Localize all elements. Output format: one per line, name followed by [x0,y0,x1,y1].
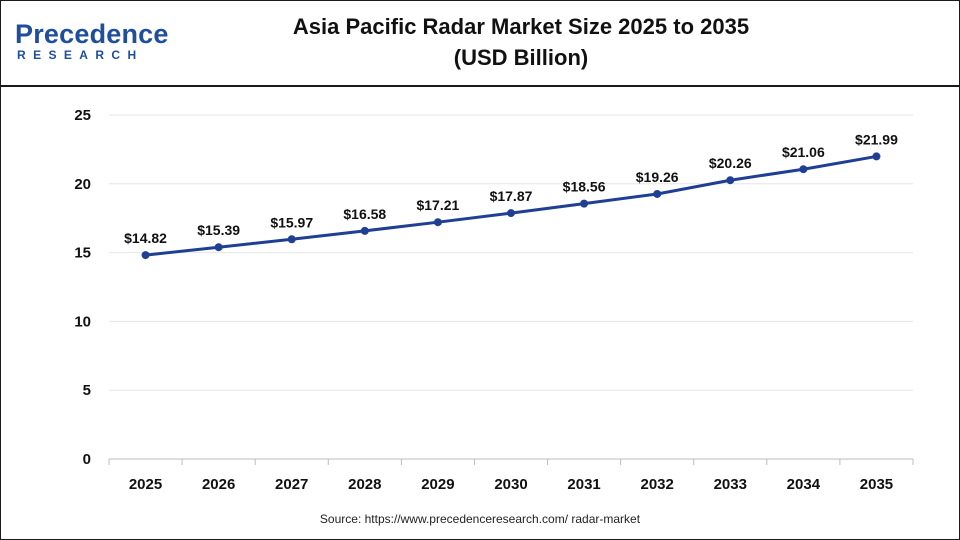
data-point [141,251,150,260]
x-tick-label: 2034 [787,476,821,493]
series-polyline [145,154,877,257]
brand-sub: RESEARCH [17,48,144,62]
brand-logo: Precedence RESEARCH [15,19,168,67]
brand-name: Precedence [15,19,169,49]
y-tick-label: 25 [74,107,91,124]
series-line [145,154,877,257]
data-label: $21.06 [782,144,825,160]
y-tick-label: 10 [74,313,91,330]
data-label: $15.97 [270,214,313,230]
x-tick-label: 2030 [494,476,527,493]
data-point [799,165,808,174]
data-point [360,226,369,235]
x-tick-label: 2031 [567,476,600,493]
data-label: $20.26 [709,155,752,171]
x-tick-label: 2032 [640,476,673,493]
data-label: $14.82 [124,230,167,246]
data-point [653,189,662,198]
x-tick-label: 2027 [275,476,308,493]
x-tick-label: 2035 [860,476,893,493]
data-labels: $14.82 $15.39 $15.97 $16.58 $17.21 $17.87 $18.… [124,131,898,246]
y-tick-label: 0 [83,451,91,468]
data-point [433,218,442,227]
data-point [580,199,589,208]
x-tick-label: 2029 [421,476,454,493]
data-points [141,152,881,260]
x-tick-label: 2026 [202,476,235,493]
data-point [214,243,223,252]
y-tick-label: 5 [83,382,91,399]
chart-title: Asia Pacific Radar Market Size 2025 to 2… [231,11,811,73]
x-tick-label: 2033 [714,476,747,493]
data-label: $16.58 [343,206,386,222]
data-point [872,152,881,161]
y-axis: 0 5 10 15 20 25 [74,107,91,468]
header: Precedence RESEARCH Asia Pacific Radar M… [1,1,959,87]
data-label: $15.39 [197,222,240,238]
data-label: $17.21 [416,197,459,213]
data-label: $21.99 [855,131,898,147]
x-axis: 2025 2026 2027 2028 2029 2030 2031 2032 2033 2034… [108,458,914,493]
x-tick-label: 2028 [348,476,381,493]
chart-title-line1: Asia Pacific Radar Market Size 2025 to 2… [292,14,750,39]
data-label: $18.56 [563,179,606,195]
source-note: Source: https://www.precedenceresearch.c… [319,512,641,526]
y-tick-label: 20 [74,176,91,193]
y-tick-label: 15 [74,245,91,262]
data-point [726,176,735,185]
data-point [507,209,515,218]
grid-lines [109,114,913,391]
data-label: $17.87 [490,188,533,204]
x-tick-label: 2025 [129,476,162,493]
data-label: $19.26 [636,169,679,185]
data-point [287,235,296,244]
chart-title-line2: (USD Billion) [453,45,589,70]
